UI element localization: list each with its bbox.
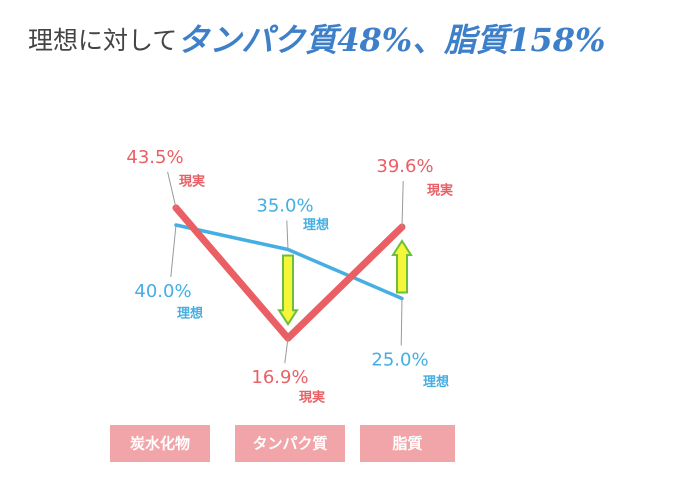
- category-box: [110, 425, 210, 462]
- series-label: 理想: [423, 374, 449, 390]
- category-box: [235, 425, 345, 462]
- value-label: 40.0%: [134, 281, 191, 302]
- value-label: 16.9%: [251, 367, 308, 388]
- value-label: 43.5%: [126, 147, 183, 168]
- x-tick-label: 炭水化物: [130, 435, 190, 453]
- title-highlight: タンパク質48%、脂質158%: [177, 21, 605, 59]
- series-label: 理想: [177, 306, 203, 322]
- value-label: 39.6%: [376, 156, 433, 177]
- series-label: 現実: [179, 173, 205, 189]
- x-tick-label: タンパク質: [252, 435, 327, 453]
- leader-line: [284, 338, 289, 364]
- series-label: 現実: [299, 390, 325, 406]
- x-tick-label: 脂質: [392, 435, 422, 453]
- series-label: 理想: [303, 217, 329, 233]
- leader-line: [170, 224, 177, 278]
- leader-line: [286, 220, 289, 250]
- chart-title: 理想に対してタンパク質48%、脂質158%: [28, 21, 605, 59]
- title-lead: 理想に対して: [28, 26, 177, 55]
- leader-line: [400, 298, 403, 346]
- leader-line: [167, 171, 177, 208]
- change-arrow: [277, 254, 299, 327]
- series-label: 現実: [427, 182, 453, 198]
- value-label: 25.0%: [371, 350, 428, 371]
- category-box: [360, 425, 455, 462]
- value-label: 35.0%: [256, 196, 313, 217]
- leader-line: [401, 180, 404, 227]
- change-arrow: [391, 239, 413, 294]
